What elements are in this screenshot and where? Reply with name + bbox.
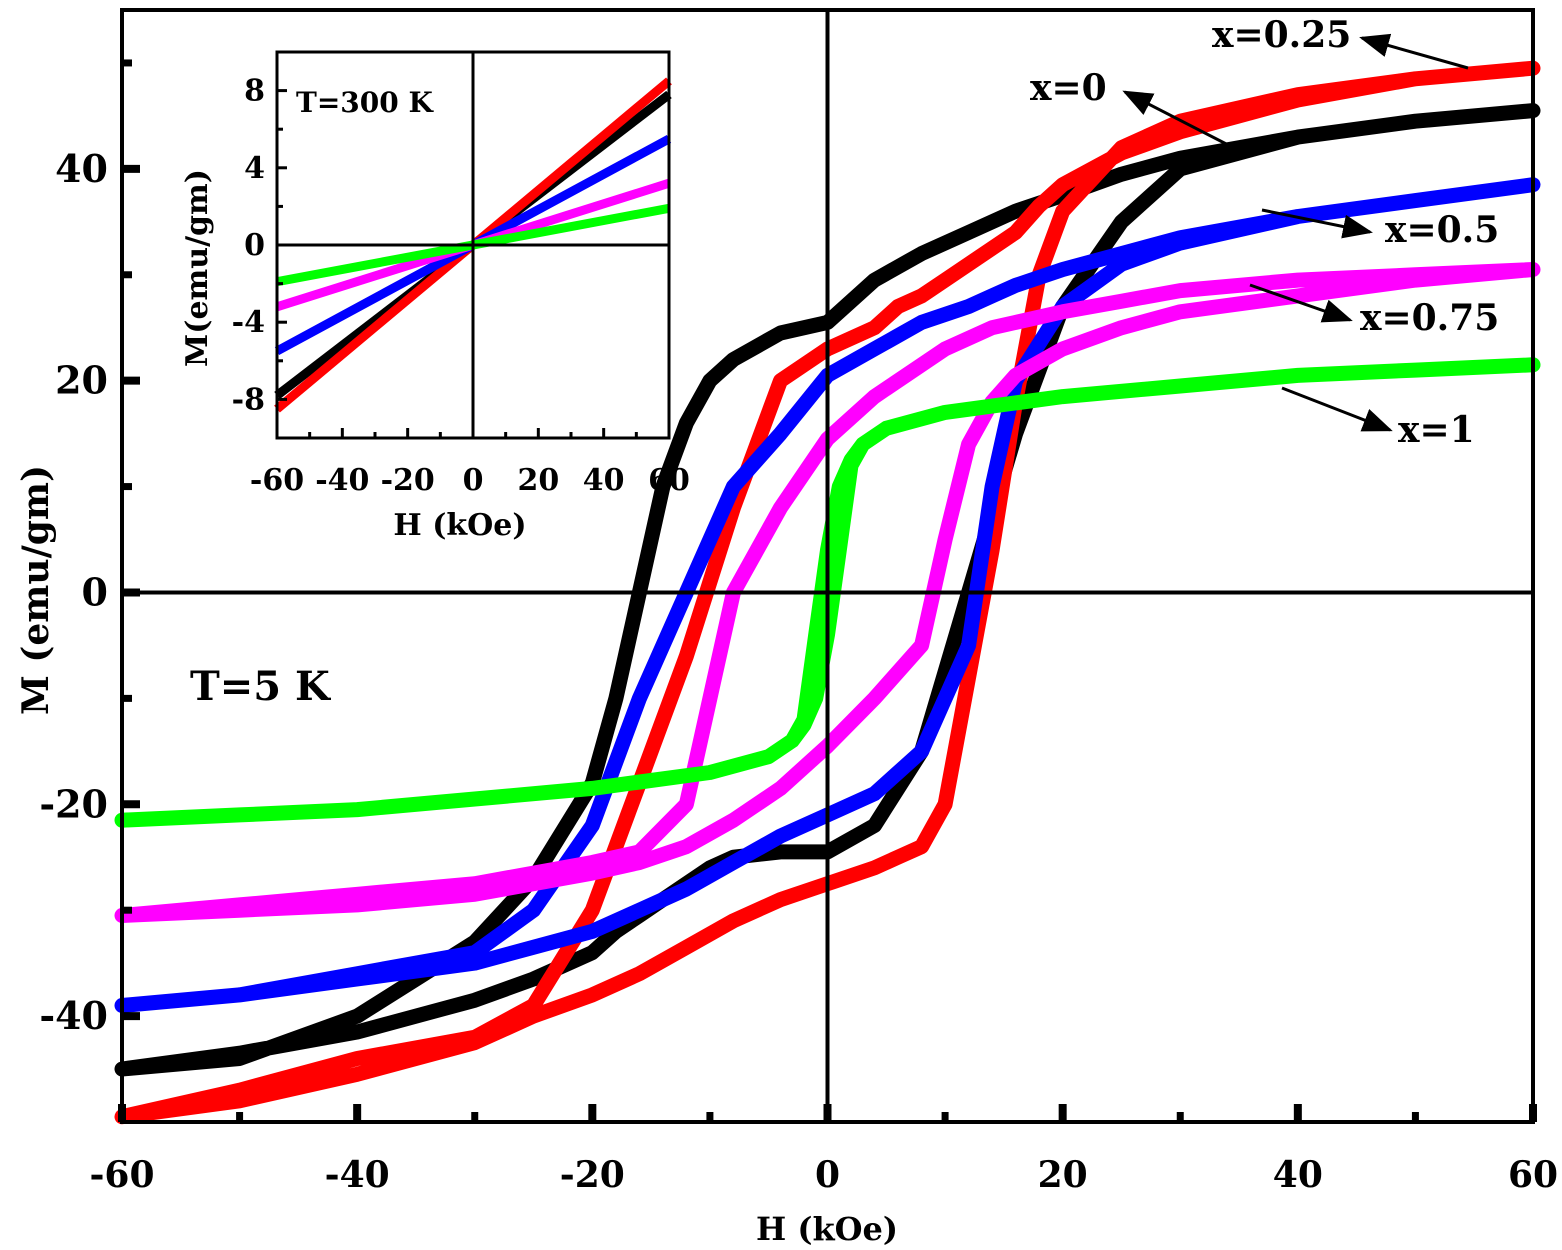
x-tick-label: -40 (325, 1154, 390, 1196)
y-tick-label: 20 (55, 358, 108, 403)
x-tick-label: 40 (1273, 1154, 1323, 1196)
main-x-axis-title: H (kOe) (756, 1210, 898, 1248)
series-label: x=0.25 (1212, 14, 1351, 56)
inset-x-tick-label: 40 (583, 463, 625, 498)
main-temperature-annotation: T=5 K (190, 663, 331, 710)
series-label-arrow (1122, 90, 1239, 152)
series-label-arrow (1281, 386, 1393, 432)
series-label: x=1 (1398, 409, 1475, 451)
series-label: x=0.5 (1385, 209, 1499, 251)
inset-y-tick-label: 0 (244, 228, 265, 263)
inset-x-tick-label: -40 (315, 463, 369, 498)
y-tick-label: 40 (55, 146, 108, 191)
series-label-arrow (1359, 33, 1469, 70)
y-tick-label: 0 (82, 569, 108, 614)
series-label-arrow (1249, 283, 1353, 323)
x-tick-label: 20 (1038, 1154, 1088, 1196)
series-labels: x=0.25 x=0 x=0.5 x=0.75 x=1 (1030, 14, 1499, 451)
inset-x-tick-label: 20 (517, 463, 559, 498)
inset-y-tick-label: 4 (244, 151, 265, 186)
series-label: x=0.75 (1360, 297, 1499, 339)
inset-y-tick-label: -4 (232, 305, 265, 340)
inset-y-tick-label: 8 (244, 74, 265, 109)
x-tick-label: 60 (1508, 1154, 1558, 1196)
series-label-arrow (1261, 208, 1373, 239)
y-tick-label: -20 (39, 781, 108, 826)
inset-y-axis-title: M(emu/gm) (180, 169, 215, 367)
inset-x-tick-label: 60 (648, 463, 690, 498)
x-tick-label: 0 (815, 1154, 840, 1196)
inset-x-tick-label: -60 (250, 463, 304, 498)
inset-y-tick-label: -8 (232, 382, 265, 417)
x-tick-label: -60 (89, 1154, 154, 1196)
inset-x-tick-label: -20 (381, 463, 435, 498)
x-tick-label: -20 (560, 1154, 625, 1196)
inset-x-axis-title: H (kOe) (393, 508, 526, 543)
main-y-axis-title: M (emu/gm) (15, 465, 57, 715)
series-label: x=0 (1030, 67, 1107, 109)
inset-x-tick-label: 0 (463, 463, 484, 498)
inset-temperature-annotation: T=300 K (296, 86, 434, 119)
y-tick-label: -40 (39, 993, 108, 1038)
